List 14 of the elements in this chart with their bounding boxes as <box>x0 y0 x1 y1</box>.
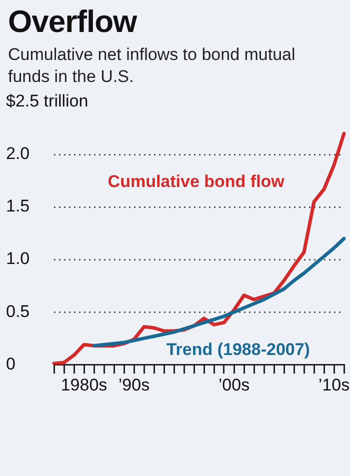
x-tick-label: ’10s <box>318 375 350 394</box>
series-label: Cumulative bond flow <box>108 172 286 191</box>
y-tick-label: $2.5 trillion <box>6 92 88 111</box>
x-tick-label: ’00s <box>218 375 250 394</box>
y-tick-label: 2.0 <box>6 144 30 164</box>
y-tick-label: 1.5 <box>6 196 30 216</box>
chart-subtitle: Cumulative net inflows to bond mutual funds in the U.S. <box>8 44 296 88</box>
x-tick-label: 1980s <box>60 375 108 394</box>
y-tick-label: 0 <box>6 354 16 374</box>
x-tick-label: ’90s <box>118 375 150 394</box>
y-tick-label: 0.5 <box>6 302 30 321</box>
chart-title: Overflow <box>8 4 138 40</box>
y-tick-label: 1.0 <box>6 249 30 268</box>
series-label: Trend (1988-2007) <box>166 340 310 359</box>
